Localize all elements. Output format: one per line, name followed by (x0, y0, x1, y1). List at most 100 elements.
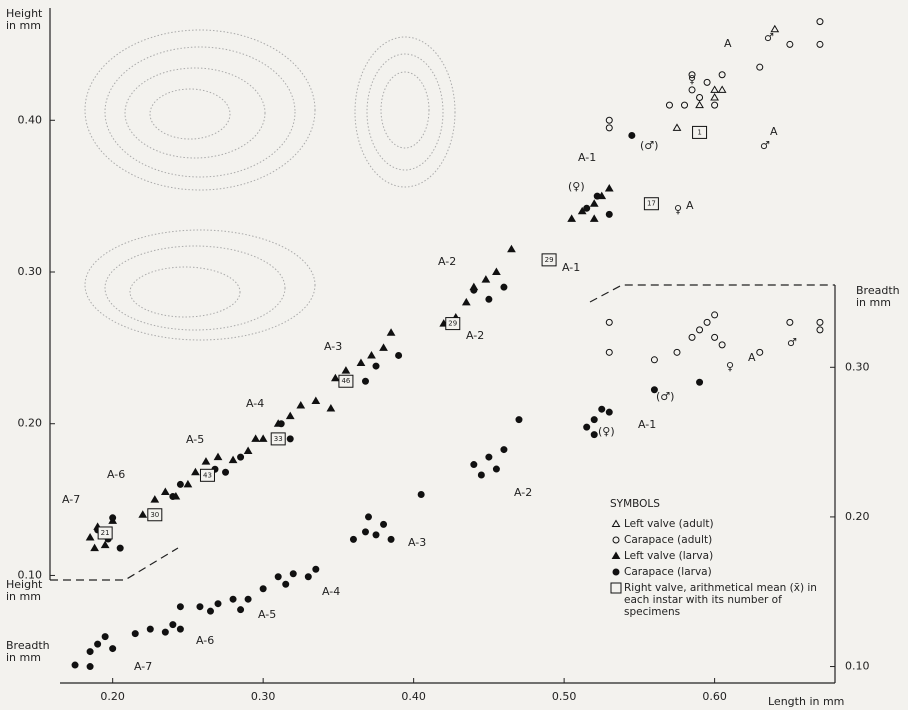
marker (470, 286, 478, 294)
annotation: A-2 (514, 486, 532, 499)
marker (718, 71, 726, 79)
y-tick-label: 0.10 (18, 568, 43, 581)
annotation: A-4 (246, 397, 264, 410)
marker (372, 531, 380, 539)
annotation: ♂ (760, 139, 770, 152)
marker (711, 311, 719, 319)
marker (770, 24, 780, 33)
mean-count: 17 (647, 200, 656, 208)
marker (688, 86, 696, 94)
marker (372, 362, 380, 370)
marker (146, 625, 154, 633)
axis-break (50, 547, 179, 581)
marker (688, 333, 696, 341)
marker (628, 131, 636, 139)
marker (138, 510, 148, 518)
marker (611, 519, 621, 527)
marker (251, 434, 261, 442)
marker (507, 244, 516, 253)
marker (515, 416, 523, 424)
mean-box (199, 468, 215, 482)
axis-label: Breadth (856, 284, 900, 297)
marker (367, 350, 376, 359)
mean-count: 46 (341, 377, 350, 385)
marker (356, 358, 366, 367)
marker (131, 630, 139, 638)
annotation: A-7 (134, 660, 152, 673)
annotation: A-1 (578, 151, 596, 164)
marker (100, 540, 110, 549)
legend-label: Carapace (adult) (624, 534, 713, 546)
marker (380, 520, 388, 528)
annotation: A-1 (638, 418, 656, 431)
annotation: A-6 (196, 634, 214, 647)
mean-marker: 30 (147, 508, 163, 522)
marker (282, 580, 290, 588)
mean-count: 43 (203, 471, 212, 479)
marker (386, 328, 396, 336)
marker (611, 551, 621, 559)
marker (161, 628, 169, 636)
marker (786, 40, 794, 48)
annotation: A (686, 199, 694, 212)
mean-marker: 46 (338, 374, 354, 388)
marker (196, 603, 204, 611)
marker (277, 420, 285, 428)
mean-box (692, 125, 708, 139)
marker (259, 585, 267, 593)
marker (492, 465, 500, 473)
valve-outlines (84, 29, 456, 341)
x-tick-label: 0.60 (702, 690, 727, 703)
marker (150, 495, 160, 503)
marker (289, 570, 297, 578)
marker (583, 204, 591, 212)
marker (605, 348, 613, 356)
marker (695, 100, 704, 109)
marker (673, 348, 681, 356)
marker (243, 446, 253, 455)
annotation: ♂ (787, 336, 797, 349)
marker (672, 123, 682, 131)
marker (169, 621, 177, 629)
marker (710, 85, 719, 93)
annotation: A-2 (438, 255, 456, 268)
marker (688, 71, 696, 79)
axis-label: Height (6, 7, 43, 20)
marker (169, 493, 177, 501)
y-tick-label: 0.30 (18, 265, 43, 278)
mean-marker: 43 (199, 468, 215, 482)
mean-marker: 17 (643, 197, 659, 211)
marker (285, 411, 295, 420)
y-tick-label: 0.20 (18, 417, 43, 430)
marker (176, 480, 184, 488)
marker (387, 535, 395, 543)
annotation: A-3 (408, 536, 426, 549)
marker (816, 326, 824, 334)
y2-tick-label: 0.20 (845, 510, 870, 523)
marker (583, 423, 591, 431)
marker (816, 40, 824, 48)
legend-entry: Left valve (larva) (610, 550, 820, 562)
axis-break (589, 284, 835, 303)
marker (109, 514, 117, 522)
marker (598, 405, 606, 413)
legend-icon (612, 536, 620, 544)
legend-label: Right valve, arithmetical mean (x̄) in e… (624, 582, 817, 618)
marker (109, 645, 117, 653)
mean-marker: 21 (97, 526, 113, 540)
marker (326, 404, 336, 412)
marker (696, 378, 704, 386)
x-tick-label: 0.40 (401, 690, 426, 703)
legend-icon (611, 519, 621, 527)
marker (590, 431, 598, 439)
annotation: A-5 (258, 608, 276, 621)
mean-marker: 29 (445, 317, 461, 331)
mean-count: 30 (150, 511, 159, 519)
annotation: A-5 (186, 433, 204, 446)
marker (361, 377, 369, 385)
marker (258, 434, 268, 442)
marker (711, 101, 719, 109)
marker (710, 93, 719, 101)
marker (786, 318, 794, 326)
